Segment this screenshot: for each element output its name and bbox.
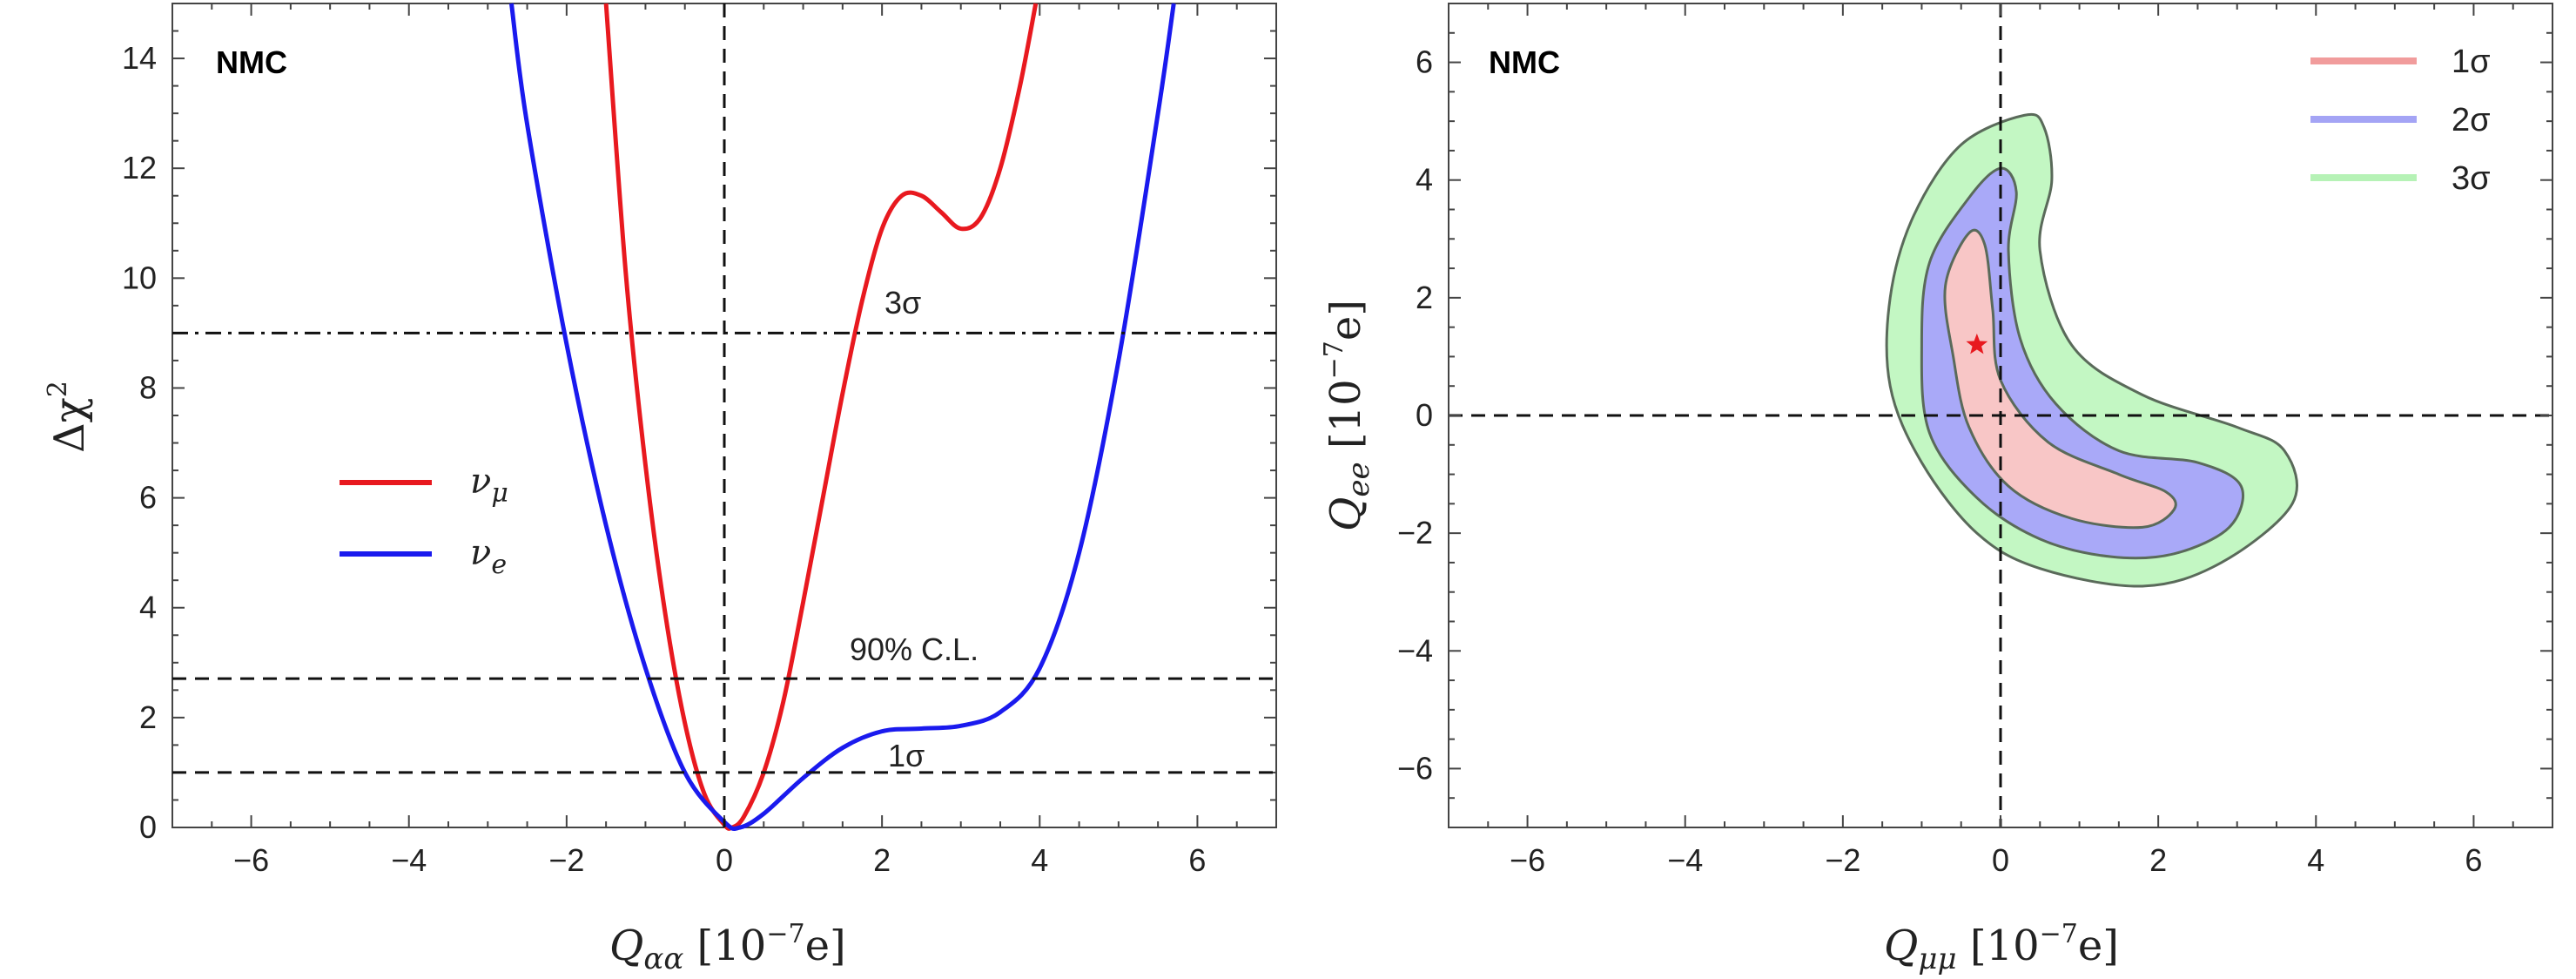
right-x-tick-label: −2 bbox=[1825, 842, 1860, 878]
left-series bbox=[508, 3, 1176, 831]
left-y-tick-label: 12 bbox=[122, 150, 157, 186]
left-y-tick-label: 2 bbox=[139, 699, 157, 735]
right-y-tick-label: 2 bbox=[1416, 280, 1433, 315]
right-legend: 1σ 2σ 3σ bbox=[2310, 44, 2491, 197]
left-y-tick-label: 10 bbox=[122, 260, 157, 295]
left-legend: νμ νe bbox=[340, 462, 508, 580]
right-contour-regions bbox=[1885, 112, 2298, 588]
legend-label-2sigma: 2σ bbox=[2452, 102, 2491, 138]
right-reference-lines bbox=[1449, 3, 2552, 827]
legend-label-3sigma: 3σ bbox=[2452, 160, 2491, 197]
right-panel-label: NMC bbox=[1489, 44, 1560, 80]
right-y-tick-label: −2 bbox=[1397, 515, 1433, 550]
left-x-tick-label: 0 bbox=[716, 842, 733, 878]
right-y-axis-title: Qee [10−7e] bbox=[1319, 300, 1376, 531]
right-ticks: −6 −4 −2 0 2 4 6 −6 −4 −2 0 2 4 6 bbox=[1397, 3, 2553, 878]
left-x-tick-label: 6 bbox=[1188, 842, 1206, 878]
left-ticks: −6 −4 −2 0 2 4 6 0 2 4 6 8 10 12 14 bbox=[122, 3, 1277, 878]
right-y-tick-label: −4 bbox=[1397, 632, 1433, 668]
left-x-tick-label: −6 bbox=[233, 842, 269, 878]
right-y-tick-label: 0 bbox=[1416, 397, 1433, 433]
left-chart: −6 −4 −2 0 2 4 6 0 2 4 6 8 10 12 14 NMC 3σ 90% C.L. 1σ… bbox=[43, 3, 1277, 976]
annotation-90cl: 90% C.L. bbox=[850, 631, 979, 667]
legend-label-numu: νμ bbox=[470, 462, 508, 509]
left-x-tick-label: 2 bbox=[873, 842, 891, 878]
contour-region-1sigma bbox=[1943, 228, 2177, 530]
left-y-tick-label: 8 bbox=[139, 369, 157, 405]
left-panel-label: NMC bbox=[216, 44, 287, 80]
right-x-tick-label: −4 bbox=[1667, 842, 1703, 878]
annotation-1sigma: 1σ bbox=[888, 738, 925, 773]
right-y-tick-label: −6 bbox=[1397, 750, 1433, 786]
right-x-tick-label: 0 bbox=[1992, 842, 2009, 878]
right-x-tick-label: 2 bbox=[2149, 842, 2167, 878]
left-y-tick-label: 4 bbox=[139, 590, 157, 625]
left-reference-lines bbox=[172, 3, 1276, 827]
right-y-tick-label: 4 bbox=[1416, 162, 1433, 198]
series-line-numu bbox=[603, 3, 1039, 831]
right-y-tick-label: 6 bbox=[1416, 44, 1433, 80]
right-chart: −6 −4 −2 0 2 4 6 −6 −4 −2 0 2 4 6 NMC 1σ 2σ 3σ Qμμ [1… bbox=[1319, 3, 2553, 976]
left-x-tick-label: −4 bbox=[391, 842, 427, 878]
right-x-axis-title: Qμμ [10−7e] bbox=[1884, 919, 2119, 976]
left-y-tick-label: 14 bbox=[122, 40, 157, 76]
right-x-tick-label: −6 bbox=[1510, 842, 1545, 878]
legend-label-1sigma: 1σ bbox=[2452, 44, 2491, 80]
series-line-nue bbox=[508, 3, 1176, 831]
left-y-tick-label: 6 bbox=[139, 480, 157, 516]
left-x-tick-label: 4 bbox=[1031, 842, 1048, 878]
left-x-axis-title: Qαα [10−7e] bbox=[609, 919, 846, 976]
left-y-axis-title: Δχ2 bbox=[43, 381, 94, 453]
legend-label-nue: νe bbox=[470, 533, 507, 580]
annotation-3sigma: 3σ bbox=[884, 285, 921, 321]
best-fit-star-icon bbox=[1966, 333, 1988, 354]
right-x-tick-label: 6 bbox=[2465, 842, 2482, 878]
left-y-tick-label: 0 bbox=[139, 809, 157, 845]
left-x-tick-label: −2 bbox=[548, 842, 584, 878]
right-x-tick-label: 4 bbox=[2307, 842, 2324, 878]
